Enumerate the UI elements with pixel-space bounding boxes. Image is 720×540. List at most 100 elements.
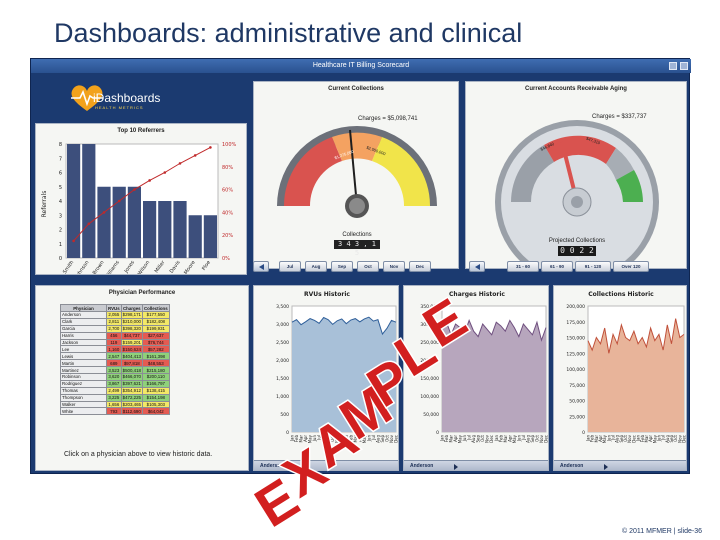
table-row[interactable]: Rodriguez 3,867 $397,621 $166,797 xyxy=(60,379,170,388)
collections-physician-name: Anderson xyxy=(560,463,584,469)
x-tick-label: Apr xyxy=(507,435,512,442)
y-tick-label: 3,000 xyxy=(276,322,289,328)
collections-cell: $76,744 xyxy=(141,338,170,347)
x-tick-label: Nov xyxy=(539,434,544,442)
rvus-cell: 3,867 xyxy=(106,379,122,388)
collections-cell: $199,931 xyxy=(141,324,170,333)
referrer-bar xyxy=(112,186,126,258)
x-tick-label: Aug xyxy=(525,435,530,443)
x-tick-label: Sep xyxy=(619,435,624,443)
x-tick-label: May xyxy=(602,434,607,443)
table-row[interactable]: Lewis 2,547 $404,413 $161,398 xyxy=(60,352,170,361)
bucket-button-61-90[interactable]: 61 - 90 xyxy=(541,261,573,272)
month-button-aug[interactable]: Aug xyxy=(305,261,327,272)
table-row[interactable]: Lee 1,160 $150,624 $57,282 xyxy=(60,345,170,354)
month-button-sep[interactable]: Sep xyxy=(331,261,353,272)
cumulative-point xyxy=(102,211,106,214)
historic-area xyxy=(442,320,546,432)
x-tick-label: Jan xyxy=(636,435,641,443)
minimize-icon[interactable] xyxy=(669,62,677,70)
x-tick-label: Feb xyxy=(348,435,353,443)
referrer-label: Miller xyxy=(154,259,167,274)
historic-area xyxy=(588,318,684,432)
x-tick-label: Mar xyxy=(449,435,454,443)
y-tick-label: 0 xyxy=(286,430,289,436)
x-tick-label: Apr xyxy=(648,435,653,442)
y-tick-label: 75,000 xyxy=(569,383,585,389)
rvus-cell: 2,547 xyxy=(106,352,122,361)
gauge-needle xyxy=(349,129,358,207)
collections-prev-arrow[interactable] xyxy=(253,261,269,272)
y-tick-label: 3,500 xyxy=(276,304,289,310)
y-tick-label: 2 xyxy=(59,228,62,234)
rvus-physician-selector[interactable]: Anderson xyxy=(254,460,398,470)
table-row[interactable]: Garcia 2,700 $398,320 $199,931 xyxy=(60,324,170,333)
chevron-right-icon xyxy=(304,464,308,470)
x-tick-label: Oct xyxy=(330,435,335,442)
bucket-button-31-60[interactable]: 31 - 60 xyxy=(507,261,539,272)
x-tick-label: Jan xyxy=(494,435,499,443)
col-header-collections: Collections xyxy=(141,304,170,312)
referrer-label: Brown xyxy=(92,260,106,275)
table-row[interactable]: Anderson 2,055 $298,171 $177,550 xyxy=(60,311,170,319)
y2-tick-label: 20% xyxy=(222,233,233,239)
y2-tick-label: 40% xyxy=(222,210,233,216)
month-button-nov[interactable]: Nov xyxy=(383,261,405,272)
month-button-jul[interactable]: Jul xyxy=(279,261,301,272)
cumulative-point xyxy=(209,146,212,149)
table-row[interactable]: Robinson 3,620 $466,070 $200,110 xyxy=(60,373,170,381)
referrer-bar xyxy=(127,186,141,258)
charges-physician-selector[interactable]: Anderson xyxy=(404,460,548,470)
x-tick-label: Sep xyxy=(669,435,674,443)
charges-cell: $44,737 xyxy=(120,331,143,340)
referrer-label: Wilson xyxy=(137,260,151,275)
charges-cell: $159,201 xyxy=(120,338,143,347)
y-tick-label: 300,000 xyxy=(420,322,439,328)
col-header-charges: Charges xyxy=(120,304,143,312)
cumulative-line xyxy=(73,146,211,242)
y-tick-label: 100,000 xyxy=(420,394,439,400)
collections-physician-selector[interactable]: Anderson xyxy=(554,460,686,470)
y-tick-label: 175,000 xyxy=(566,320,585,326)
bucket-button-91-120[interactable]: 91 - 120 xyxy=(575,261,611,272)
referrer-bar xyxy=(188,215,202,258)
chevron-right-icon xyxy=(604,464,608,470)
x-tick-label: Dec xyxy=(544,435,549,443)
y-tick-label: 50,000 xyxy=(423,412,439,418)
x-tick-label: Feb xyxy=(640,435,645,443)
physician-name-cell: Walker xyxy=(60,400,107,409)
table-row[interactable]: White 793 $112,690 $64,042 xyxy=(60,407,170,416)
table-row[interactable]: Thomas 2,499 $354,912 $138,415 xyxy=(60,386,170,395)
historic-chart-title: Charges Historic xyxy=(449,291,505,298)
collections-cell: $154,198 xyxy=(141,393,170,402)
referrers-panel: Top 10 Referrers Smith Johnson Brown Willia… xyxy=(35,123,247,275)
x-tick-label: May xyxy=(512,434,517,443)
x-tick-label: Jan xyxy=(440,435,445,443)
table-row[interactable]: Martinez 3,523 $500,418 $215,180 xyxy=(60,366,170,375)
x-tick-label: Oct xyxy=(623,435,628,442)
bucket-button-over-120[interactable]: Over 120 xyxy=(613,261,649,272)
charges-cell: $97,818 xyxy=(120,359,143,368)
rvus-cell: 119 xyxy=(106,338,122,347)
table-row[interactable]: Jackson 119 $159,201 $76,744 xyxy=(60,338,170,347)
physician-name-cell: Martinez xyxy=(60,366,107,375)
table-row[interactable]: Martin 689 $97,818 $48,553 xyxy=(60,359,170,368)
month-button-dec[interactable]: Dec xyxy=(409,261,431,272)
close-icon[interactable] xyxy=(680,62,688,70)
y-tick-label: 0 xyxy=(59,256,62,262)
referrer-bar xyxy=(97,186,111,258)
table-row[interactable]: Walker 1,656 $203,465 $105,303 xyxy=(60,400,170,409)
rvus-cell: 2,811 xyxy=(106,317,122,326)
x-tick-label: Apr xyxy=(598,435,603,442)
table-row[interactable]: Clark 2,811 $210,000 $182,408 xyxy=(60,317,170,326)
charges-cell: $404,413 xyxy=(120,352,143,361)
ar-prev-arrow[interactable] xyxy=(469,261,485,272)
y-tick-label: 7 xyxy=(59,156,62,162)
y-tick-label: 350,000 xyxy=(420,304,439,310)
table-row[interactable]: Harris 456 $44,737 $27,637 xyxy=(60,331,170,340)
month-button-oct[interactable]: Oct xyxy=(357,261,379,272)
x-tick-label: Jun xyxy=(656,435,661,443)
physician-name-cell: Thomas xyxy=(60,386,107,395)
x-tick-label: Dec xyxy=(489,435,494,443)
table-row[interactable]: Thompson 3,225 $472,225 $154,198 xyxy=(60,393,170,402)
